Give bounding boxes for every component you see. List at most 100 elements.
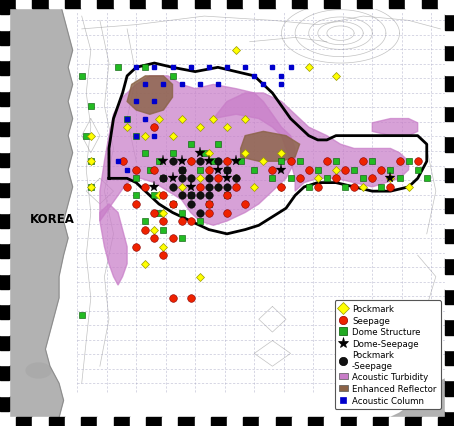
Bar [0, 122, 9, 137]
Bar [0, 417, 16, 426]
Polygon shape [100, 204, 127, 285]
Polygon shape [100, 77, 295, 226]
Bar [146, 417, 162, 426]
Bar [445, 183, 454, 198]
Bar [97, 0, 114, 9]
Bar [445, 122, 454, 137]
Bar [0, 274, 9, 289]
Bar [405, 0, 422, 9]
Bar [422, 417, 438, 426]
Bar [0, 0, 9, 15]
Bar [0, 259, 9, 274]
Bar [49, 0, 65, 9]
Bar [445, 289, 454, 304]
Bar [445, 167, 454, 183]
Bar [0, 289, 9, 304]
Bar [373, 0, 389, 9]
Bar [445, 365, 454, 380]
Bar [445, 106, 454, 122]
Bar [445, 320, 454, 335]
Bar [0, 320, 9, 335]
Bar [324, 417, 340, 426]
Polygon shape [372, 375, 454, 426]
Polygon shape [241, 132, 300, 162]
Bar [292, 0, 308, 9]
Bar [0, 335, 9, 350]
Bar [195, 417, 211, 426]
Bar [357, 417, 373, 426]
Bar [445, 396, 454, 411]
Bar [445, 30, 454, 46]
Bar [0, 106, 9, 122]
Bar [114, 0, 130, 9]
Bar [0, 0, 16, 9]
Bar [445, 15, 454, 30]
Bar [195, 0, 211, 9]
Bar [0, 137, 9, 152]
Bar [65, 417, 81, 426]
Bar [65, 0, 81, 9]
Bar [0, 198, 9, 213]
Bar [0, 30, 9, 46]
Bar [0, 91, 9, 106]
Bar [81, 0, 97, 9]
Bar [130, 0, 146, 9]
Bar [445, 198, 454, 213]
Bar [16, 417, 32, 426]
Bar [0, 365, 9, 380]
Bar [445, 76, 454, 91]
Bar [0, 61, 9, 76]
Polygon shape [372, 119, 418, 136]
Bar [259, 0, 276, 9]
Bar [445, 243, 454, 259]
Bar [276, 417, 292, 426]
Bar [324, 0, 340, 9]
Bar [146, 0, 162, 9]
Bar [81, 417, 97, 426]
Bar [0, 380, 9, 396]
Bar [0, 213, 9, 228]
Bar [0, 76, 9, 91]
Bar [0, 167, 9, 183]
Bar [0, 228, 9, 243]
Bar [211, 0, 227, 9]
Bar [227, 0, 243, 9]
Polygon shape [127, 77, 173, 115]
Bar [308, 417, 324, 426]
Bar [340, 0, 357, 9]
Bar [259, 417, 276, 426]
Bar [438, 0, 454, 9]
Bar [438, 417, 454, 426]
Bar [445, 152, 454, 167]
Bar [0, 396, 9, 411]
Bar [445, 46, 454, 61]
Bar [227, 417, 243, 426]
Bar [445, 274, 454, 289]
Polygon shape [213, 94, 409, 192]
Polygon shape [9, 0, 73, 426]
Bar [445, 411, 454, 426]
Bar [445, 228, 454, 243]
Bar [162, 0, 178, 9]
Bar [178, 0, 195, 9]
Bar [445, 91, 454, 106]
Bar [445, 380, 454, 396]
Bar [16, 0, 32, 9]
Bar [162, 417, 178, 426]
Bar [445, 137, 454, 152]
Bar [445, 0, 454, 15]
Bar [243, 417, 259, 426]
Bar [357, 0, 373, 9]
Ellipse shape [26, 363, 51, 378]
Bar [389, 417, 405, 426]
Bar [292, 417, 308, 426]
Bar [178, 417, 195, 426]
Bar [0, 183, 9, 198]
Bar [445, 350, 454, 365]
Bar [0, 15, 9, 30]
Bar [243, 0, 259, 9]
Bar [32, 417, 49, 426]
Legend: Pockmark, Seepage, Dome Structure, Dome-Seepage, Pockmark
-Seepage, Acoustic Tur: Pockmark, Seepage, Dome Structure, Dome-… [335, 300, 441, 409]
Bar [422, 0, 438, 9]
Bar [445, 213, 454, 228]
